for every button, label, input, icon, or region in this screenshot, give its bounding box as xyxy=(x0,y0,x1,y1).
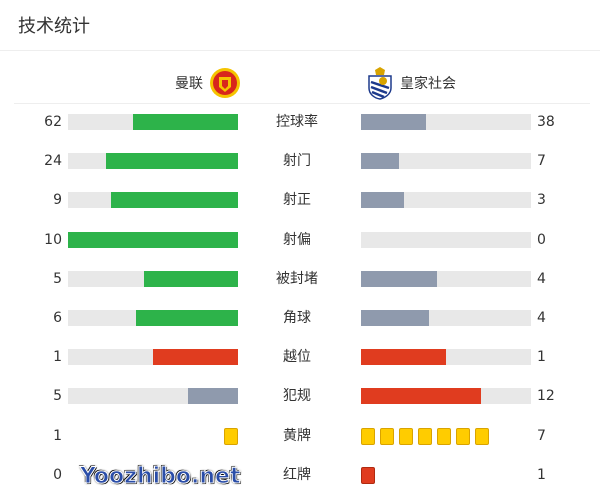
stat-row: 5 犯规 12 xyxy=(0,387,600,405)
home-value: 10 xyxy=(44,232,62,248)
away-card-icon xyxy=(361,467,375,484)
home-bar-track xyxy=(68,192,238,208)
away-bar-track xyxy=(361,310,531,326)
stat-row: 6 角球 4 xyxy=(0,309,600,327)
away-bar-fill xyxy=(361,310,429,326)
home-team: 曼联 xyxy=(175,66,241,100)
stat-label: 红牌 xyxy=(283,467,311,483)
home-value: 0 xyxy=(53,467,62,483)
home-value: 24 xyxy=(44,153,62,169)
divider xyxy=(14,103,590,104)
stat-row: 9 射正 3 xyxy=(0,191,600,209)
away-value: 1 xyxy=(537,349,546,365)
home-bar-fill xyxy=(110,192,238,208)
away-value: 4 xyxy=(537,310,546,326)
away-value: 7 xyxy=(537,428,546,444)
stat-label: 控球率 xyxy=(276,114,318,130)
stat-label: 射偏 xyxy=(283,232,311,248)
home-bar-fill xyxy=(132,114,238,130)
home-bar-track xyxy=(68,388,238,404)
away-value: 38 xyxy=(537,114,555,130)
home-bar-fill xyxy=(136,310,238,326)
home-bar-track xyxy=(68,349,238,365)
stat-label: 角球 xyxy=(283,310,311,326)
card-row: 1 黄牌 7 xyxy=(0,427,600,445)
away-card-icon xyxy=(456,428,470,445)
away-card-icon xyxy=(361,428,375,445)
away-value: 3 xyxy=(537,192,546,208)
stat-row: 5 被封堵 4 xyxy=(0,270,600,288)
away-bar-fill xyxy=(361,388,481,404)
real-sociedad-crest-icon xyxy=(368,67,392,100)
stat-label: 犯规 xyxy=(283,388,311,404)
home-value: 5 xyxy=(53,388,62,404)
home-bar-fill xyxy=(153,349,238,365)
stat-label: 射正 xyxy=(283,192,311,208)
stat-label: 被封堵 xyxy=(276,271,318,287)
home-team-name: 曼联 xyxy=(175,76,203,92)
away-bar-track xyxy=(361,114,531,130)
away-bar-fill xyxy=(361,153,400,169)
home-bar-track xyxy=(68,232,238,248)
home-bar-track xyxy=(68,153,238,169)
away-team-name: 皇家社会 xyxy=(400,76,456,92)
page-title: 技术统计 xyxy=(18,16,90,37)
home-bar-fill xyxy=(68,232,238,248)
away-value: 0 xyxy=(537,232,546,248)
away-bar-fill xyxy=(361,271,437,287)
away-card-icon xyxy=(399,428,413,445)
away-bar-fill xyxy=(361,192,404,208)
away-value: 4 xyxy=(537,271,546,287)
stat-row: 62 控球率 38 xyxy=(0,113,600,131)
stat-row: 10 射偏 0 xyxy=(0,231,600,249)
stat-row: 24 射门 7 xyxy=(0,152,600,170)
home-bar-fill xyxy=(188,388,238,404)
stat-label: 射门 xyxy=(283,153,311,169)
home-bar-track xyxy=(68,310,238,326)
home-value: 6 xyxy=(53,310,62,326)
away-card-icon xyxy=(380,428,394,445)
stat-label: 越位 xyxy=(283,349,311,365)
card-row: 0 红牌 1 xyxy=(0,466,600,484)
away-bar-track xyxy=(361,232,531,248)
away-card-icon xyxy=(475,428,489,445)
away-bar-track xyxy=(361,271,531,287)
home-card-icon xyxy=(224,428,238,445)
away-bar-track xyxy=(361,349,531,365)
away-value: 7 xyxy=(537,153,546,169)
home-bar-fill xyxy=(143,271,238,287)
away-value: 12 xyxy=(537,388,555,404)
home-bar-fill xyxy=(106,153,238,169)
manchester-united-crest-icon xyxy=(210,68,240,98)
home-value: 62 xyxy=(44,114,62,130)
away-bar-fill xyxy=(361,349,446,365)
stat-row: 1 越位 1 xyxy=(0,348,600,366)
away-bar-track xyxy=(361,153,531,169)
away-value: 1 xyxy=(537,467,546,483)
away-card-icon xyxy=(418,428,432,445)
away-bar-track xyxy=(361,388,531,404)
home-bar-track xyxy=(68,114,238,130)
divider xyxy=(0,50,600,51)
home-value: 5 xyxy=(53,271,62,287)
home-value: 1 xyxy=(53,428,62,444)
away-bar-fill xyxy=(361,114,426,130)
home-value: 9 xyxy=(53,192,62,208)
away-team: 皇家社会 xyxy=(366,66,456,100)
away-bar-track xyxy=(361,192,531,208)
home-value: 1 xyxy=(53,349,62,365)
away-card-icon xyxy=(437,428,451,445)
watermark: Yoozhibo.net xyxy=(79,464,241,490)
home-bar-track xyxy=(68,271,238,287)
stat-label: 黄牌 xyxy=(283,428,311,444)
